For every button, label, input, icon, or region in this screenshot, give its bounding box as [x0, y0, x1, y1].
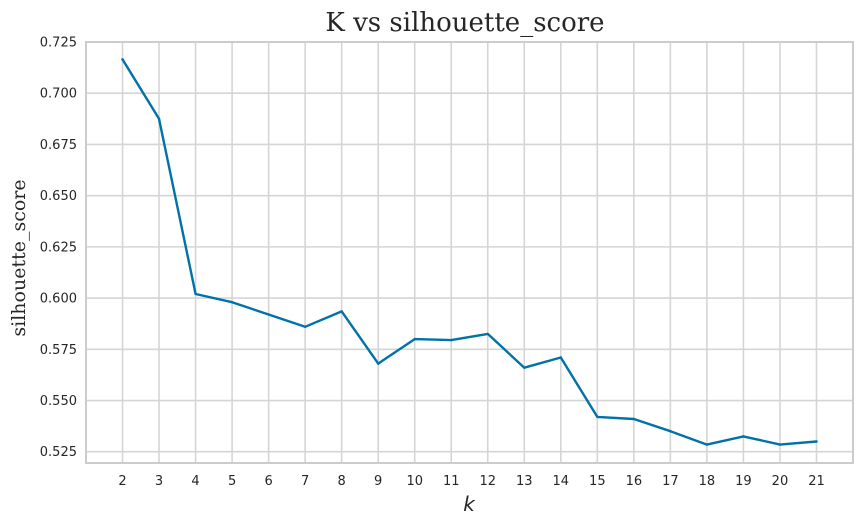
x-axis-ticks: 2 3 4 5 6 7 8 9 10 11 12 13 14 15 16 17 18 19 20 21 [118, 474, 824, 489]
x-tick-label: 5 [228, 474, 236, 489]
x-tick-label: 20 [772, 474, 789, 489]
x-tick-label: 6 [264, 474, 272, 489]
y-tick-label: 0.725 [40, 36, 77, 51]
y-tick-label: 0.625 [40, 240, 77, 255]
y-axis-label: silhouette_score [8, 179, 30, 336]
x-axis-label: k [463, 492, 476, 516]
x-tick-label: 7 [301, 474, 309, 489]
y-tick-label: 0.525 [40, 445, 77, 460]
data-point [303, 325, 307, 328]
data-point [596, 415, 599, 419]
data-point [230, 300, 234, 304]
plot-frame [85, 41, 854, 464]
data-point [705, 443, 709, 446]
x-tick-label: 16 [626, 474, 643, 489]
x-tick-label: 11 [443, 474, 460, 489]
data-point [669, 430, 672, 433]
y-axis-ticks: 0.525 0.550 0.575 0.600 0.625 0.650 0.675 0.700… [40, 36, 77, 461]
y-tick-label: 0.650 [40, 189, 77, 204]
y-tick-label: 0.700 [40, 87, 77, 102]
data-point [559, 356, 563, 359]
data-point [157, 117, 161, 121]
chart-title: K vs silhouette_score [325, 8, 604, 38]
series-layer [121, 58, 818, 446]
x-tick-label: 14 [553, 474, 570, 489]
series-line [121, 58, 818, 446]
x-tick-label: 15 [589, 474, 606, 489]
x-tick-label: 19 [735, 474, 752, 489]
data-point [450, 338, 453, 342]
data-point [486, 332, 489, 336]
data-point [778, 443, 782, 446]
data-point [815, 440, 818, 443]
y-tick-label: 0.550 [40, 394, 77, 409]
x-tick-label: 8 [338, 474, 346, 489]
data-point [121, 58, 124, 61]
data-point [413, 337, 416, 341]
data-point [340, 310, 343, 313]
x-tick-label: 3 [155, 474, 163, 489]
x-tick-label: 4 [191, 474, 199, 489]
x-tick-label: 13 [516, 474, 533, 489]
y-tick-label: 0.600 [40, 292, 77, 307]
data-point [267, 313, 270, 316]
grid [86, 41, 853, 463]
x-tick-label: 21 [808, 474, 825, 489]
data-point [632, 417, 636, 421]
x-tick-label: 9 [374, 474, 382, 489]
data-point [376, 362, 380, 365]
data-point [194, 292, 197, 296]
x-tick-label: 12 [479, 474, 496, 489]
x-tick-label: 2 [118, 474, 126, 489]
y-tick-label: 0.675 [40, 138, 77, 153]
data-point [523, 366, 526, 369]
data-point [742, 435, 745, 438]
x-tick-label: 17 [662, 474, 679, 489]
y-tick-label: 0.575 [40, 343, 77, 358]
x-tick-label: 10 [406, 474, 423, 489]
x-tick-label: 18 [699, 474, 716, 489]
